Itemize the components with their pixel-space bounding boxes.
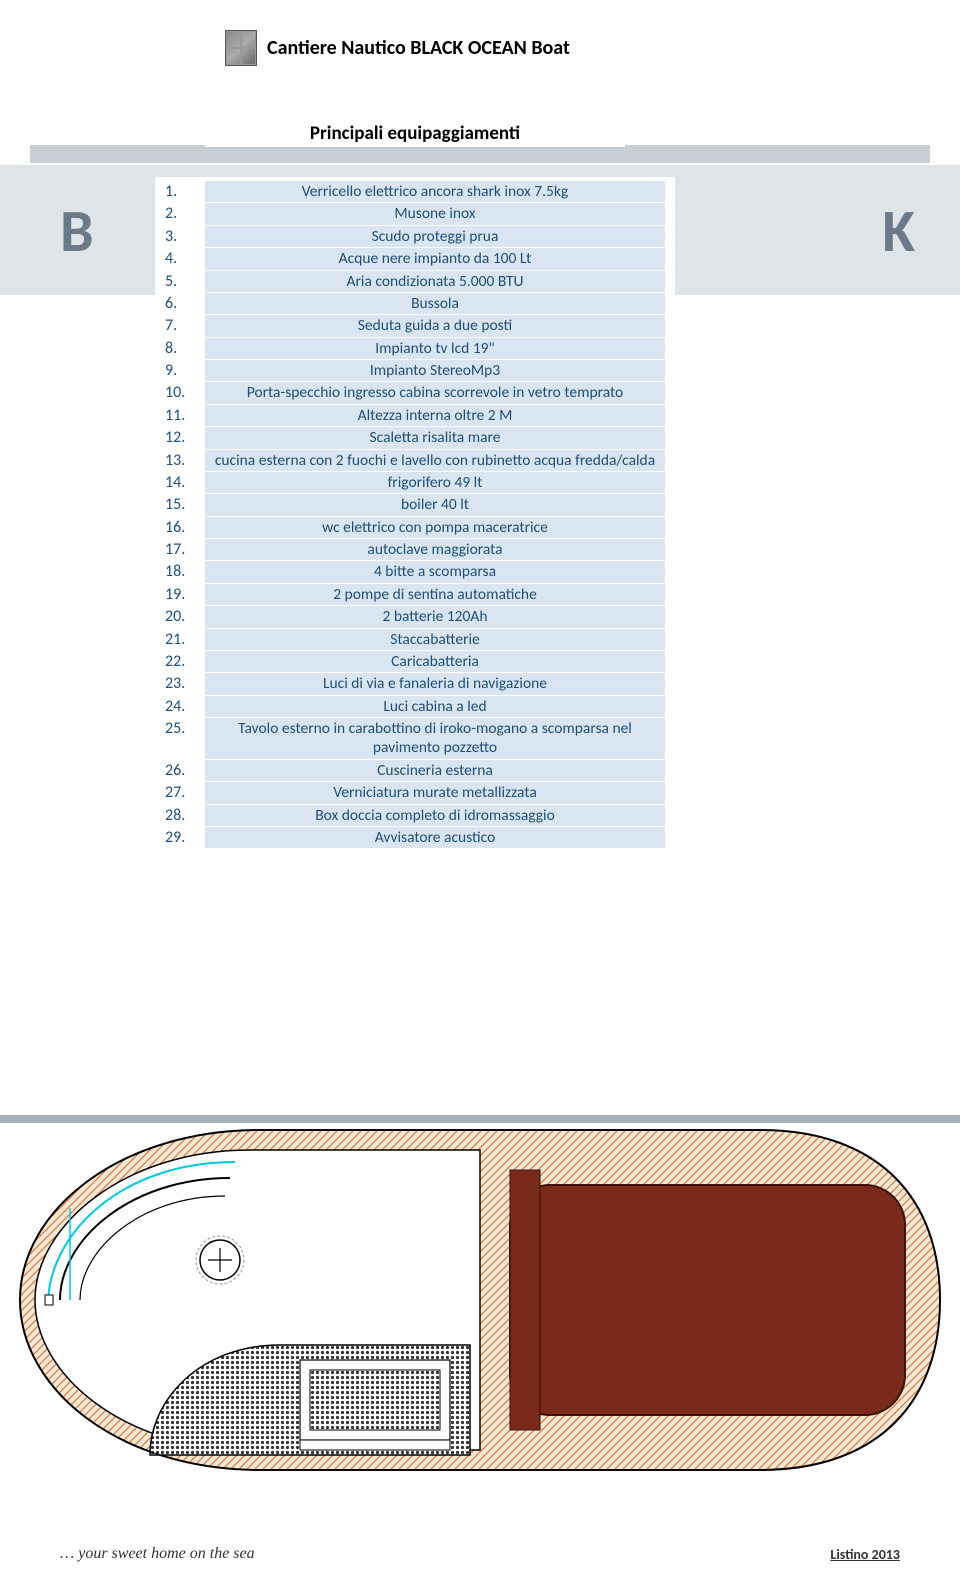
section-title: Principali equipaggiamenti xyxy=(205,120,625,147)
equipment-row: 16.wc elettrico con pompa maceratrice xyxy=(165,517,665,538)
equipment-number: 28. xyxy=(165,805,205,825)
equipment-text: Verricello elettrico ancora shark inox 7… xyxy=(205,181,665,202)
equipment-row: 18.4 bitte a scomparsa xyxy=(165,561,665,582)
equipment-row: 6.Bussola xyxy=(165,293,665,314)
equipment-number: 16. xyxy=(165,517,205,537)
equipment-text: Tavolo esterno in carabottino di iroko-m… xyxy=(205,718,665,759)
equipment-number: 15. xyxy=(165,494,205,514)
equipment-number: 19. xyxy=(165,584,205,604)
equipment-row: 28.Box doccia completo di idromassaggio xyxy=(165,805,665,826)
equipment-text: Cuscineria esterna xyxy=(205,760,665,781)
equipment-row: 12.Scaletta risalita mare xyxy=(165,427,665,448)
equipment-text: Staccabatterie xyxy=(205,629,665,650)
equipment-row: 11.Altezza interna oltre 2 M xyxy=(165,405,665,426)
equipment-row: 8.Impianto tv lcd 19" xyxy=(165,338,665,359)
equipment-row: 9.Impianto StereoMp3 xyxy=(165,360,665,381)
equipment-text: Verniciatura murate metallizzata xyxy=(205,782,665,803)
equipment-text: wc elettrico con pompa maceratrice xyxy=(205,517,665,538)
deck-plan-diagram xyxy=(0,1100,960,1500)
equipment-number: 13. xyxy=(165,450,205,470)
company-logo-icon xyxy=(225,30,257,66)
equipment-text: Impianto StereoMp3 xyxy=(205,360,665,381)
equipment-text: frigorifero 49 lt xyxy=(205,472,665,493)
page-header: Cantiere Nautico BLACK OCEAN Boat xyxy=(225,30,570,66)
bg-letter-k: K xyxy=(882,195,915,268)
equipment-number: 1. xyxy=(165,181,205,201)
bg-letter-b: B xyxy=(60,195,94,268)
equipment-number: 25. xyxy=(165,718,205,738)
equipment-list: 1.Verricello elettrico ancora shark inox… xyxy=(155,177,675,857)
equipment-number: 20. xyxy=(165,606,205,626)
equipment-row: 17.autoclave maggiorata xyxy=(165,539,665,560)
equipment-text: Altezza interna oltre 2 M xyxy=(205,405,665,426)
equipment-number: 10. xyxy=(165,382,205,402)
equipment-row: 21.Staccabatterie xyxy=(165,629,665,650)
equipment-text: Box doccia completo di idromassaggio xyxy=(205,805,665,826)
equipment-text: autoclave maggiorata xyxy=(205,539,665,560)
equipment-text: Avvisatore acustico xyxy=(205,827,665,848)
footer-tagline: … your sweet home on the sea xyxy=(60,1545,255,1563)
equipment-row: 20.2 batterie 120Ah xyxy=(165,606,665,627)
equipment-row: 10.Porta-specchio ingresso cabina scorre… xyxy=(165,382,665,403)
equipment-number: 5. xyxy=(165,271,205,291)
equipment-row: 3.Scudo proteggi prua xyxy=(165,226,665,247)
equipment-number: 17. xyxy=(165,539,205,559)
equipment-text: Scaletta risalita mare xyxy=(205,427,665,448)
equipment-text: Seduta guida a due posti xyxy=(205,315,665,336)
equipment-row: 29.Avvisatore acustico xyxy=(165,827,665,848)
equipment-text: Impianto tv lcd 19" xyxy=(205,338,665,359)
equipment-text: 4 bitte a scomparsa xyxy=(205,561,665,582)
equipment-row: 19.2 pompe di sentina automatiche xyxy=(165,584,665,605)
equipment-text: Caricabatteria xyxy=(205,651,665,672)
equipment-text: Bussola xyxy=(205,293,665,314)
equipment-number: 29. xyxy=(165,827,205,847)
equipment-number: 2. xyxy=(165,203,205,223)
equipment-number: 18. xyxy=(165,561,205,581)
equipment-row: 25.Tavolo esterno in carabottino di irok… xyxy=(165,718,665,759)
equipment-row: 23.Luci di via e fanaleria di navigazion… xyxy=(165,673,665,694)
equipment-number: 26. xyxy=(165,760,205,780)
equipment-text: Luci cabina a led xyxy=(205,696,665,717)
equipment-text: 2 batterie 120Ah xyxy=(205,606,665,627)
equipment-row: 2.Musone inox xyxy=(165,203,665,224)
equipment-number: 11. xyxy=(165,405,205,425)
equipment-number: 8. xyxy=(165,338,205,358)
equipment-number: 21. xyxy=(165,629,205,649)
equipment-row: 22.Caricabatteria xyxy=(165,651,665,672)
equipment-row: 14.frigorifero 49 lt xyxy=(165,472,665,493)
equipment-number: 3. xyxy=(165,226,205,246)
equipment-number: 9. xyxy=(165,360,205,380)
equipment-row: 15.boiler 40 lt xyxy=(165,494,665,515)
equipment-row: 13.cucina esterna con 2 fuochi e lavello… xyxy=(165,450,665,471)
equipment-number: 4. xyxy=(165,248,205,268)
equipment-text: Acque nere impianto da 100 Lt xyxy=(205,248,665,269)
equipment-text: Aria condizionata 5.000 BTU xyxy=(205,271,665,292)
equipment-text: Scudo proteggi prua xyxy=(205,226,665,247)
equipment-row: 5.Aria condizionata 5.000 BTU xyxy=(165,271,665,292)
equipment-number: 7. xyxy=(165,315,205,335)
equipment-row: 1.Verricello elettrico ancora shark inox… xyxy=(165,181,665,202)
equipment-number: 12. xyxy=(165,427,205,447)
footer-listino: Listino 2013 xyxy=(830,1546,900,1563)
equipment-text: boiler 40 lt xyxy=(205,494,665,515)
equipment-number: 6. xyxy=(165,293,205,313)
equipment-row: 26.Cuscineria esterna xyxy=(165,760,665,781)
equipment-text: 2 pompe di sentina automatiche xyxy=(205,584,665,605)
main-content: Principali equipaggiamenti 1.Verricello … xyxy=(155,120,675,857)
equipment-text: Luci di via e fanaleria di navigazione xyxy=(205,673,665,694)
equipment-number: 24. xyxy=(165,696,205,716)
equipment-row: 27.Verniciatura murate metallizzata xyxy=(165,782,665,803)
equipment-text: Musone inox xyxy=(205,203,665,224)
equipment-text: Porta-specchio ingresso cabina scorrevol… xyxy=(205,382,665,403)
equipment-text: cucina esterna con 2 fuochi e lavello co… xyxy=(205,450,665,471)
equipment-number: 22. xyxy=(165,651,205,671)
equipment-number: 14. xyxy=(165,472,205,492)
equipment-number: 27. xyxy=(165,782,205,802)
company-name: Cantiere Nautico BLACK OCEAN Boat xyxy=(267,36,570,60)
equipment-row: 4.Acque nere impianto da 100 Lt xyxy=(165,248,665,269)
equipment-number: 23. xyxy=(165,673,205,693)
equipment-row: 24.Luci cabina a led xyxy=(165,696,665,717)
equipment-row: 7.Seduta guida a due posti xyxy=(165,315,665,336)
